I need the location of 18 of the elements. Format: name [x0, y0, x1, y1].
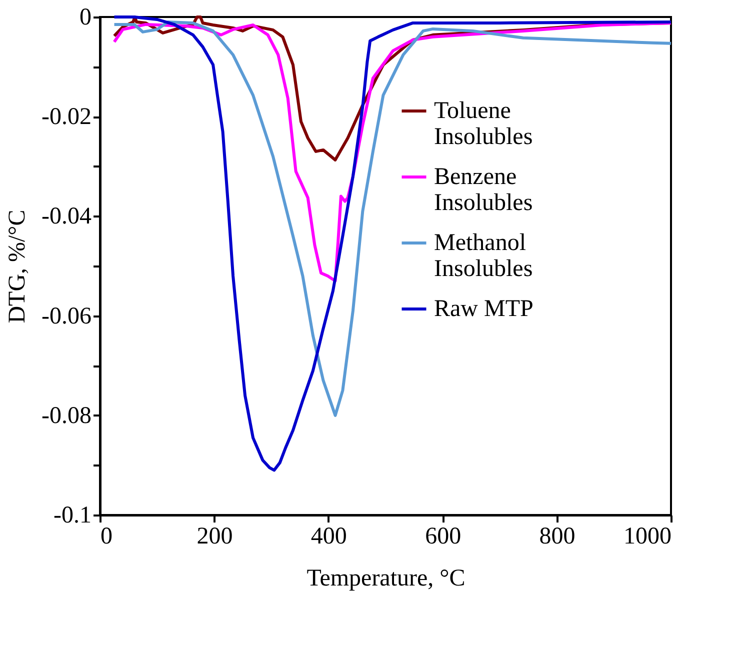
- legend-label: Raw MTP: [434, 296, 534, 322]
- x-tick-label: 600: [425, 524, 462, 550]
- y-tick-label: -0.06: [42, 303, 92, 330]
- x-tick-label: 200: [196, 524, 233, 550]
- x-tick-label: 1000: [624, 524, 672, 550]
- legend-label: Benzene Insolubles: [434, 164, 533, 216]
- legend-label: Methanol Insolubles: [434, 230, 533, 282]
- y-tick-label: -0.04: [42, 204, 92, 230]
- y-tick-label: 0: [80, 4, 92, 30]
- x-tick-label: 800: [539, 524, 576, 550]
- x-tick-label: 400: [310, 524, 347, 550]
- x-tick-label: 0: [100, 524, 112, 550]
- x-axis-title: Temperature, °C: [306, 566, 466, 592]
- y-tick-label: -0.02: [42, 104, 92, 130]
- y-tick-label: -0.1: [54, 502, 92, 528]
- y-tick-label: -0.08: [42, 402, 92, 429]
- y-axis-title: DTG, %/°C: [4, 210, 31, 324]
- legend-label: Toluene Insolubles: [434, 98, 533, 150]
